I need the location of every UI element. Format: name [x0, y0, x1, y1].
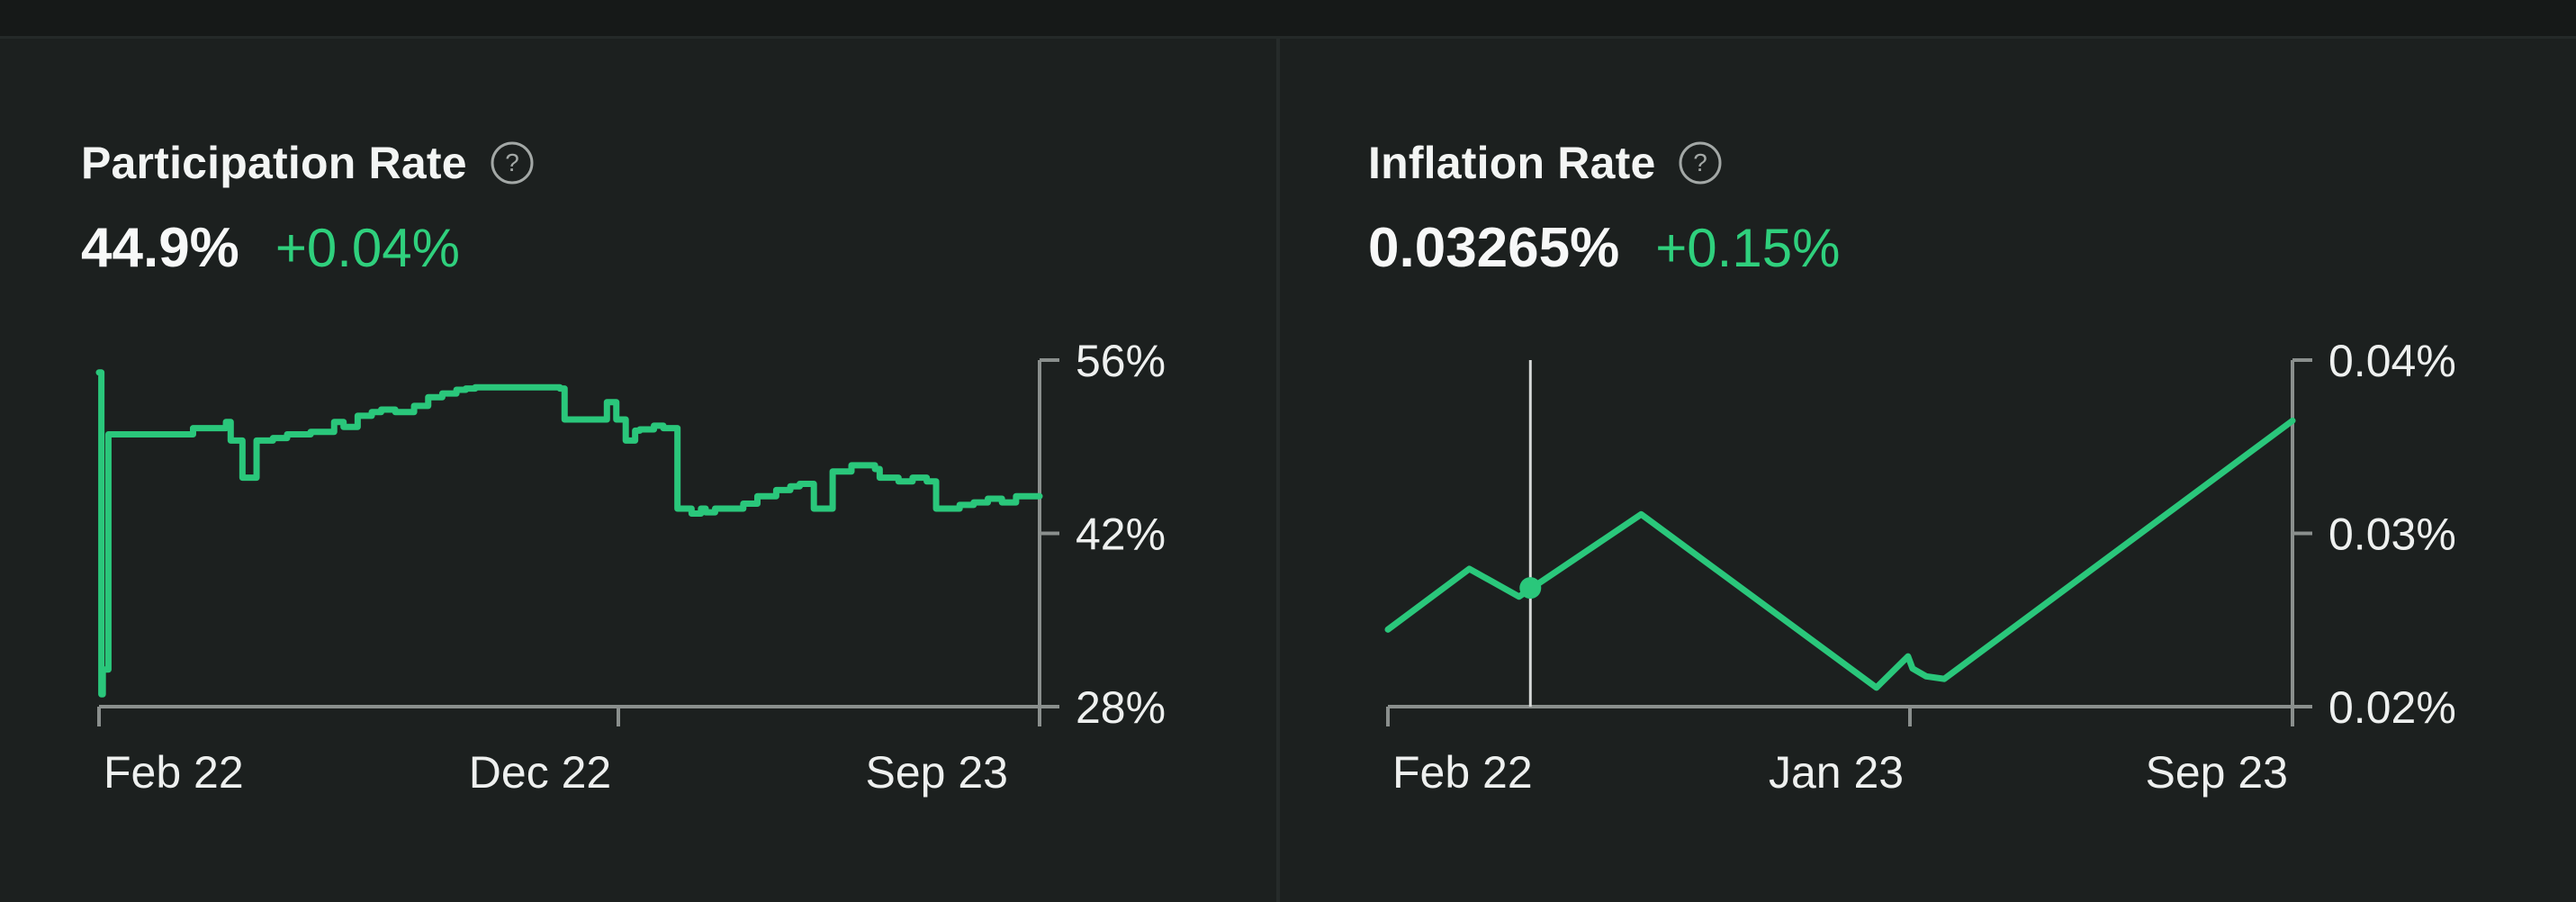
inflation-value-row: 0.03265% +0.15%: [1368, 216, 1840, 280]
x-tick-label: Feb 22: [1392, 747, 1533, 798]
participation-rate-chart[interactable]: 56% 42% 28% Feb 22 Dec 22 Sep 23: [95, 336, 1166, 798]
top-bar: [0, 0, 2576, 39]
y-tick-label: 42%: [1076, 510, 1166, 560]
x-tick-label: Dec 22: [469, 747, 611, 798]
participation-rate-panel: [0, 39, 1276, 902]
y-tick-label: 56%: [1076, 336, 1166, 386]
participation-rate-value: 44.9%: [81, 217, 239, 279]
hover-point: [1519, 577, 1542, 600]
panel-divider: [1276, 39, 1280, 902]
question-circle-icon[interactable]: ?: [491, 141, 534, 185]
series-line: [1384, 417, 2296, 691]
y-tick-label: 0.02%: [2328, 682, 2456, 733]
inflation-title-row: Inflation Rate ?: [1368, 137, 1722, 189]
participation-title-row: Participation Rate ?: [81, 137, 534, 189]
participation-value-row: 44.9% +0.04%: [81, 216, 460, 280]
x-tick-label: Jan 23: [1769, 747, 1904, 798]
participation-rate-change: +0.04%: [275, 218, 460, 278]
svg-text:?: ?: [505, 149, 519, 176]
inflation-rate-title: Inflation Rate: [1368, 138, 1656, 188]
inflation-rate-panel: [1280, 39, 2576, 902]
participation-rate-title: Participation Rate: [81, 138, 467, 188]
x-tick-label: Sep 23: [2146, 747, 2288, 798]
inflation-rate-value: 0.03265%: [1368, 217, 1620, 279]
y-tick-label: 0.03%: [2328, 510, 2456, 560]
inflation-rate-chart[interactable]: 0.04% 0.03% 0.02% Feb 22 Jan 23 Sep 23: [1384, 336, 2456, 798]
svg-text:?: ?: [1694, 149, 1708, 176]
y-tick-label: 0.04%: [2328, 336, 2456, 386]
series-line: [95, 369, 1043, 698]
y-tick-label: 28%: [1076, 682, 1166, 733]
question-circle-icon[interactable]: ?: [1679, 141, 1722, 185]
x-tick-label: Sep 23: [866, 747, 1008, 798]
inflation-rate-change: +0.15%: [1655, 218, 1841, 278]
x-tick-label: Feb 22: [104, 747, 244, 798]
